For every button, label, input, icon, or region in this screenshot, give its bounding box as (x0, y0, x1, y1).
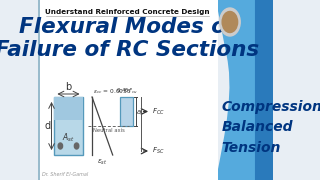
Text: $A_{st}$: $A_{st}$ (62, 132, 75, 144)
Text: b: b (65, 82, 72, 92)
Circle shape (58, 143, 63, 149)
Text: d: d (45, 121, 51, 131)
Text: Tension: Tension (222, 141, 281, 155)
Bar (120, 97, 133, 126)
Text: a: a (137, 109, 141, 114)
Text: $0.45f'_{cu}$: $0.45f'_{cu}$ (116, 87, 138, 96)
Circle shape (74, 143, 79, 149)
Text: Flexural Modes of: Flexural Modes of (19, 17, 236, 37)
Circle shape (222, 12, 238, 33)
Text: Dr. Sherif El-Gamal: Dr. Sherif El-Gamal (42, 172, 88, 177)
Text: Understand Reinforced Concrete Design: Understand Reinforced Concrete Design (45, 9, 210, 15)
Bar (54, 97, 83, 155)
Text: Balanced: Balanced (222, 120, 293, 134)
PathPatch shape (248, 0, 273, 180)
PathPatch shape (229, 0, 273, 180)
Text: Compression: Compression (222, 100, 320, 114)
Text: $\varepsilon_{st}$: $\varepsilon_{st}$ (97, 158, 108, 167)
Text: $F_{CC}$: $F_{CC}$ (152, 106, 164, 117)
Text: $F_{SC}$: $F_{SC}$ (152, 146, 164, 156)
Bar (54, 97, 83, 120)
Bar (37, 0, 218, 180)
PathPatch shape (216, 0, 255, 180)
Bar (37, 0, 40, 180)
Text: Failure of RC Sections: Failure of RC Sections (0, 40, 260, 60)
Circle shape (220, 8, 240, 36)
Text: $\varepsilon_{cc}$ = 0.0035: $\varepsilon_{cc}$ = 0.0035 (93, 87, 131, 96)
Text: Neutral axis: Neutral axis (93, 128, 125, 133)
